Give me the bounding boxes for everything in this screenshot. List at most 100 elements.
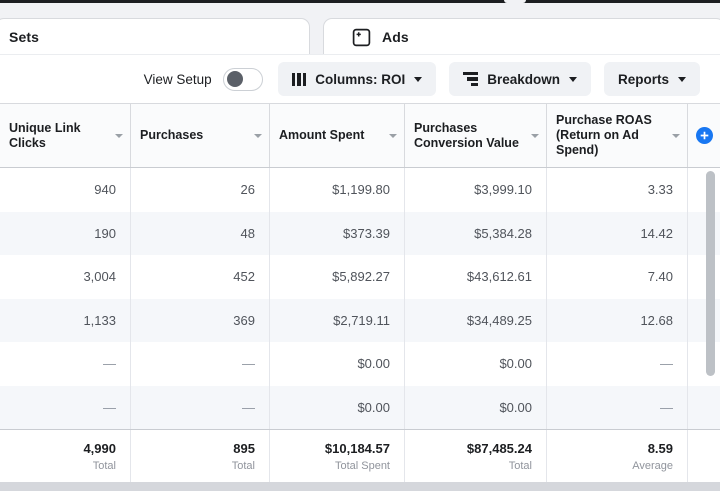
- footer-label: Total: [92, 459, 116, 472]
- cell-purchases-conversion-value: $3,999.10: [405, 168, 547, 212]
- cell-empty: [688, 212, 720, 256]
- metrics-table: Unique Link Clicks Purchases Amount Spen…: [0, 103, 720, 482]
- chevron-down-icon[interactable]: [672, 133, 680, 138]
- footer-label: Total: [508, 459, 532, 472]
- footer-empty: [688, 430, 720, 482]
- chevron-down-icon[interactable]: [389, 133, 397, 138]
- table-row[interactable]: 940 26 $1,199.80 $3,999.10 3.33: [0, 168, 720, 212]
- footer-purchases-conversion-value: $87,485.24 Total: [405, 430, 547, 482]
- footer-unique-link-clicks: 4,990 Total: [0, 430, 131, 482]
- cell-amount-spent: $0.00: [270, 342, 405, 386]
- column-header-purchases[interactable]: Purchases: [131, 104, 270, 167]
- cell-purchases-conversion-value: $0.00: [405, 342, 547, 386]
- table-row[interactable]: 1,133 369 $2,719.11 $34,489.25 12.68: [0, 298, 720, 343]
- cell-unique-link-clicks: 940: [0, 168, 131, 212]
- column-header-label: Purchases: [140, 128, 204, 142]
- table-row[interactable]: 190 48 $373.39 $5,384.28 14.42: [0, 211, 720, 256]
- cell-purchase-roas: —: [547, 385, 688, 429]
- reports-button-label: Reports: [617, 71, 669, 87]
- footer-purchase-roas: 8.59 Average: [547, 430, 688, 482]
- columns-button[interactable]: Columns: ROI: [277, 62, 437, 96]
- breakdown-button[interactable]: Breakdown: [449, 62, 591, 96]
- tab-ads-label: Ads: [382, 29, 409, 45]
- cell-empty: [688, 386, 720, 430]
- reports-button[interactable]: Reports: [603, 62, 700, 96]
- column-header-amount-spent[interactable]: Amount Spent: [270, 104, 405, 167]
- footer-label: Total: [231, 459, 255, 472]
- footer-value: $10,184.57: [324, 440, 390, 456]
- footer-value: 895: [233, 440, 255, 456]
- cell-empty: [688, 342, 720, 386]
- view-setup-toggle[interactable]: [222, 67, 263, 91]
- cell-amount-spent: $5,892.27: [270, 255, 405, 299]
- cell-unique-link-clicks: 3,004: [0, 255, 131, 299]
- cell-purchases: —: [131, 342, 270, 386]
- cell-purchase-roas: 7.40: [547, 255, 688, 299]
- chevron-down-icon: [678, 77, 686, 82]
- cell-purchases: 48: [131, 211, 270, 255]
- table-row[interactable]: — — $0.00 $0.00 —: [0, 385, 720, 430]
- add-column-button[interactable]: [695, 127, 713, 144]
- footer-value: 8.59: [647, 440, 673, 456]
- ads-frame-icon: [352, 28, 371, 47]
- cell-unique-link-clicks: 190: [0, 211, 131, 255]
- cell-purchases: 26: [131, 168, 270, 212]
- column-header-purchase-roas[interactable]: Purchase ROAS (Return on Ad Spend): [547, 104, 688, 167]
- cell-empty: [688, 255, 720, 299]
- cell-amount-spent: $373.39: [270, 211, 405, 255]
- chevron-down-icon[interactable]: [115, 133, 123, 138]
- column-header-label: Amount Spent: [279, 128, 365, 142]
- tab-ad-sets-label: Sets: [9, 29, 39, 45]
- cell-purchases-conversion-value: $5,384.28: [405, 211, 547, 255]
- tab-ad-sets[interactable]: Sets: [0, 18, 310, 55]
- cell-purchases: 452: [131, 255, 270, 299]
- cell-purchases-conversion-value: $43,612.61: [405, 255, 547, 299]
- cell-purchases-conversion-value: $34,489.25: [405, 298, 547, 342]
- table-body: 940 26 $1,199.80 $3,999.10 3.33 190 48 $…: [0, 168, 720, 429]
- column-header-label: Purchases Conversion Value: [414, 120, 519, 150]
- tab-bar: Sets Ads: [0, 18, 720, 55]
- footer-purchases: 895 Total: [131, 430, 270, 482]
- cell-purchases-conversion-value: $0.00: [405, 385, 547, 429]
- table-row[interactable]: — — $0.00 $0.00 —: [0, 342, 720, 386]
- cell-unique-link-clicks: —: [0, 385, 131, 429]
- cell-amount-spent: $1,199.80: [270, 168, 405, 212]
- vertical-scrollbar[interactable]: [706, 171, 715, 376]
- column-header-label: Unique Link Clicks: [9, 120, 81, 150]
- cell-empty: [688, 168, 720, 212]
- chevron-down-icon: [414, 77, 423, 82]
- chevron-down-icon[interactable]: [531, 133, 539, 138]
- cell-empty: [688, 299, 720, 343]
- footer-value: $87,485.24: [466, 440, 532, 456]
- cell-amount-spent: $0.00: [270, 385, 405, 429]
- footer-amount-spent: $10,184.57 Total Spent: [270, 430, 405, 482]
- cell-purchase-roas: 14.42: [547, 211, 688, 255]
- cell-purchases: —: [131, 385, 270, 429]
- table-footer: 4,990 Total 895 Total $10,184.57 Total S…: [0, 429, 720, 482]
- view-setup-label: View Setup: [143, 71, 212, 87]
- cell-purchase-roas: 12.68: [547, 298, 688, 342]
- cell-amount-spent: $2,719.11: [270, 298, 405, 342]
- add-column-cell: [688, 104, 720, 167]
- footer-value: 4,990: [83, 440, 116, 456]
- top-divider: [0, 0, 720, 3]
- column-header-purchases-conversion-value[interactable]: Purchases Conversion Value: [405, 104, 547, 167]
- cell-purchase-roas: —: [547, 342, 688, 386]
- columns-button-label: Columns: ROI: [315, 71, 406, 87]
- top-strip: [0, 3, 720, 18]
- columns-icon: [291, 72, 307, 86]
- cell-purchases: 369: [131, 298, 270, 342]
- breakdown-button-label: Breakdown: [487, 71, 560, 87]
- chevron-down-icon[interactable]: [254, 133, 262, 138]
- table-row[interactable]: 3,004 452 $5,892.27 $43,612.61 7.40: [0, 255, 720, 299]
- breakdown-icon: [463, 71, 479, 87]
- chevron-down-icon: [568, 77, 577, 82]
- toggle-knob: [226, 71, 243, 87]
- column-header-unique-link-clicks[interactable]: Unique Link Clicks: [0, 104, 131, 167]
- cell-unique-link-clicks: 1,133: [0, 298, 131, 342]
- tab-ads[interactable]: Ads: [323, 18, 720, 55]
- toolbar: View Setup Columns: ROI Breakdown Report…: [0, 54, 720, 103]
- table-header: Unique Link Clicks Purchases Amount Spen…: [0, 103, 720, 168]
- top-divider-notch: [504, 0, 526, 3]
